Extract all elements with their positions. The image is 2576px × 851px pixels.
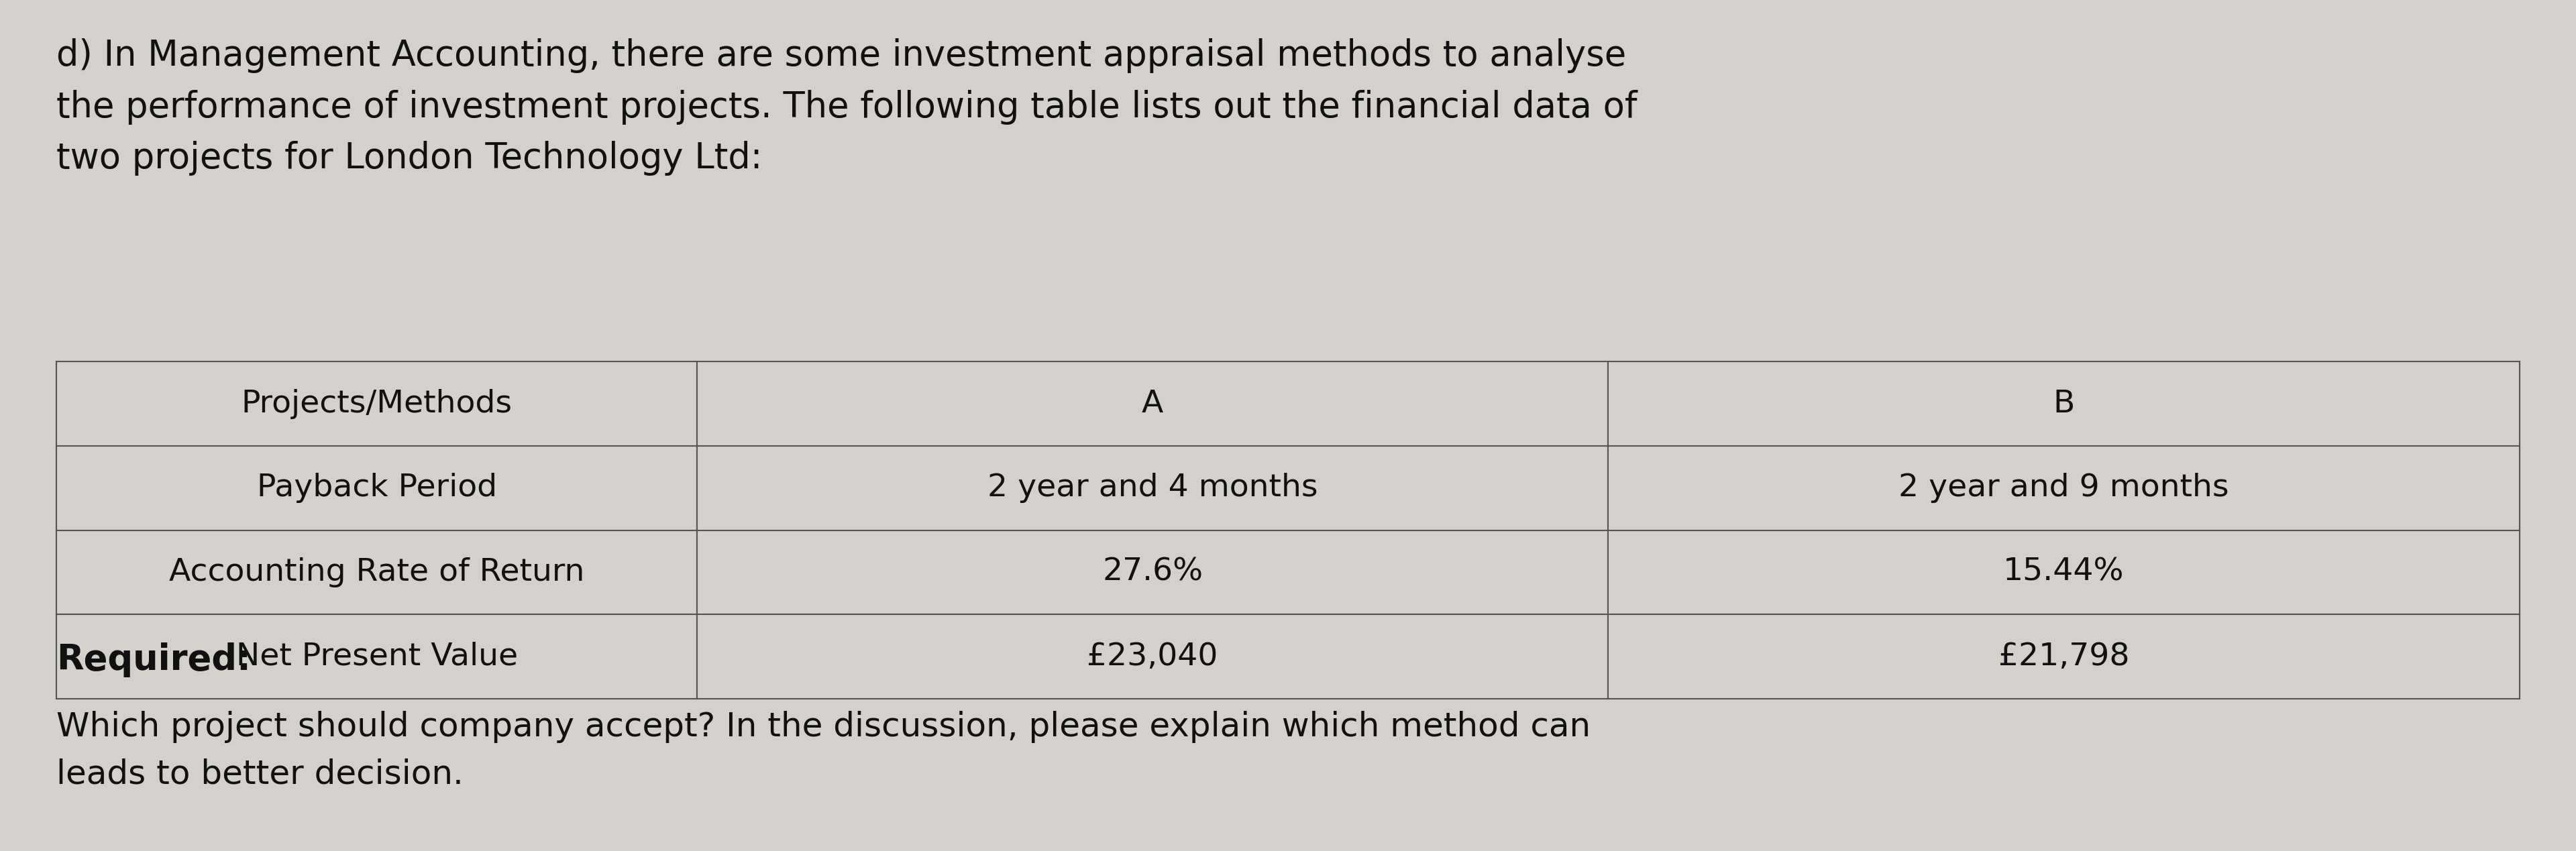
Bar [1607,614,2519,699]
Bar [57,530,698,614]
Text: £23,040: £23,040 [1087,642,1218,671]
Bar [57,614,698,699]
Bar [698,530,1607,614]
Text: 15.44%: 15.44% [2004,557,2125,587]
Bar [1607,446,2519,530]
Bar [698,446,1607,530]
Text: Accounting Rate of Return: Accounting Rate of Return [170,557,585,587]
Bar [57,446,698,530]
Text: A: A [1141,389,1164,419]
Bar [698,362,1607,446]
Text: Projects/Methods: Projects/Methods [242,389,513,419]
Text: 2 year and 9 months: 2 year and 9 months [1899,473,2228,503]
Text: 27.6%: 27.6% [1103,557,1203,587]
Text: £21,798: £21,798 [1999,642,2130,671]
Text: Which project should company accept? In the discussion, please explain which met: Which project should company accept? In … [57,711,1592,791]
Text: d) In Management Accounting, there are some investment appraisal methods to anal: d) In Management Accounting, there are s… [57,38,1638,176]
Bar [698,614,1607,699]
Text: Payback Period: Payback Period [258,473,497,503]
Text: B: B [2053,389,2074,419]
Bar [57,362,698,446]
Text: Required:: Required: [57,643,252,677]
Bar [1607,362,2519,446]
Text: Net Present Value: Net Present Value [237,642,518,671]
Bar [1607,530,2519,614]
Text: 2 year and 4 months: 2 year and 4 months [987,473,1319,503]
